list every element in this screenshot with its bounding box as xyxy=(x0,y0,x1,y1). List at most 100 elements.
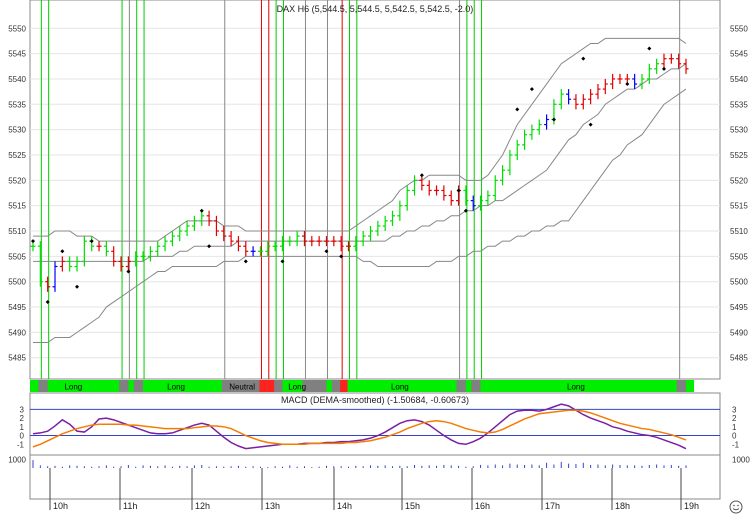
macd-y-tick-right: 0 xyxy=(732,432,737,441)
signal-label: Long xyxy=(167,383,185,392)
x-tick-label: 14h xyxy=(337,501,352,511)
price-y-tick-right: 5540 xyxy=(730,75,748,84)
ohlc-bar xyxy=(301,231,307,247)
x-tick-label: 10h xyxy=(53,501,68,511)
ohlc-bar xyxy=(536,119,542,135)
x-tick-label: 11h xyxy=(123,501,137,511)
ohlc-bar xyxy=(654,58,660,74)
swing-marker xyxy=(551,117,556,122)
macd-y-tick-left: -1 xyxy=(17,440,25,449)
ohlc-bar xyxy=(45,276,51,292)
x-axis-ticks: 10h 11h 12h 13h 14h 15h 16h 17h 18h 19h xyxy=(49,468,699,511)
swing-marker xyxy=(661,66,666,71)
ohlc-bar xyxy=(294,231,300,247)
price-y-tick-left: 5495 xyxy=(8,303,26,312)
ohlc-bar xyxy=(272,241,278,252)
ohlc-bar xyxy=(331,236,337,247)
ohlc-bar xyxy=(162,236,168,252)
swing-marker xyxy=(419,173,424,178)
price-y-tick-right: 5535 xyxy=(730,100,748,109)
ohlc-bar xyxy=(668,53,674,64)
ohlc-bar xyxy=(544,114,550,130)
price-y-tick-right: 5530 xyxy=(730,126,748,135)
ohlc-bar xyxy=(580,94,586,110)
swing-marker xyxy=(581,56,586,61)
ohlc-bar xyxy=(507,149,513,176)
ohlc-bar xyxy=(125,256,131,272)
signal-short-block xyxy=(259,380,267,392)
ohlc-bar xyxy=(368,225,374,242)
macd-y-tick-left: 3 xyxy=(20,405,25,414)
ohlc-bar xyxy=(470,195,476,211)
ohlc-bar xyxy=(573,94,579,110)
price-y-tick-left: 5540 xyxy=(8,75,26,84)
ohlc-bar xyxy=(375,220,381,237)
ohlc-bar xyxy=(155,241,161,257)
ohlc-bar xyxy=(279,236,285,252)
signal-neutral-block xyxy=(676,380,686,392)
price-y-tick-right: 5510 xyxy=(730,227,748,236)
ohlc-bar xyxy=(67,256,73,272)
ohlc-bar xyxy=(74,256,80,272)
signal-neutral-block xyxy=(471,380,481,392)
price-y-tick-left: 5505 xyxy=(8,252,26,261)
ohlc-bar xyxy=(265,241,271,257)
price-y-tick-right: 5485 xyxy=(730,354,748,363)
swing-marker xyxy=(60,249,65,254)
ohlc-bar xyxy=(602,78,608,95)
swing-marker xyxy=(463,208,468,213)
ohlc-bar xyxy=(213,215,219,237)
ohlc-bar xyxy=(287,236,293,247)
ohlc-bar xyxy=(558,89,564,110)
macd-y-tick-left: 0 xyxy=(20,432,25,441)
ohlc-bar xyxy=(345,241,351,252)
signal-short-block xyxy=(266,380,275,392)
ohlc-bar xyxy=(426,180,432,196)
signal-neutral-block xyxy=(119,380,129,392)
signal-neutral-block xyxy=(331,380,342,392)
ohlc-bar xyxy=(478,195,484,211)
macd-y-tick-right: -1 xyxy=(732,440,740,449)
signal-short-block xyxy=(340,380,348,392)
ohlc-bar xyxy=(448,190,454,206)
signal-label: Long xyxy=(567,383,585,392)
ohlc-bar xyxy=(566,89,572,105)
ohlc-bar xyxy=(529,124,535,140)
price-y-tick-right: 5515 xyxy=(730,202,748,211)
signal-neutral-block xyxy=(221,380,261,392)
swing-marker xyxy=(89,239,94,244)
ohlc-bar xyxy=(257,246,263,257)
macd-y-tick-left: 1 xyxy=(20,423,25,432)
ohlc-bar xyxy=(390,210,396,226)
ohlc-bar xyxy=(191,215,197,232)
volume-panel xyxy=(29,454,721,500)
ohlc-bar xyxy=(404,185,410,211)
x-tick-label: 18h xyxy=(615,501,630,511)
ohlc-bar xyxy=(632,73,638,90)
price-y-tick-left: 5535 xyxy=(8,100,26,109)
ohlc-bar xyxy=(52,261,58,292)
price-y-tick-right: 5550 xyxy=(730,24,748,33)
price-y-tick-left: 5500 xyxy=(8,278,26,287)
x-tick-label: 12h xyxy=(195,501,210,511)
ohlc-bar xyxy=(419,175,425,191)
ohlc-bar xyxy=(412,175,418,196)
smiley-icon[interactable] xyxy=(729,500,743,514)
ohlc-bar xyxy=(595,84,601,100)
swing-marker xyxy=(647,46,652,51)
price-y-tick-left: 5530 xyxy=(8,126,26,135)
ohlc-bar xyxy=(522,129,528,150)
swing-marker xyxy=(207,244,212,249)
ohlc-bar xyxy=(646,63,652,85)
ohlc-bar xyxy=(514,139,520,161)
ohlc-bar xyxy=(500,165,506,186)
x-tick-label: 15h xyxy=(405,501,420,511)
signal-vertical-lines xyxy=(40,0,681,379)
bollinger-bands xyxy=(33,37,687,344)
ohlc-bar xyxy=(81,236,87,267)
macd-y-tick-right: 1 xyxy=(732,423,737,432)
swing-marker xyxy=(324,249,329,254)
ohlc-bar xyxy=(111,246,117,267)
swing-marker xyxy=(515,107,520,112)
ohlc-bar xyxy=(103,241,109,257)
